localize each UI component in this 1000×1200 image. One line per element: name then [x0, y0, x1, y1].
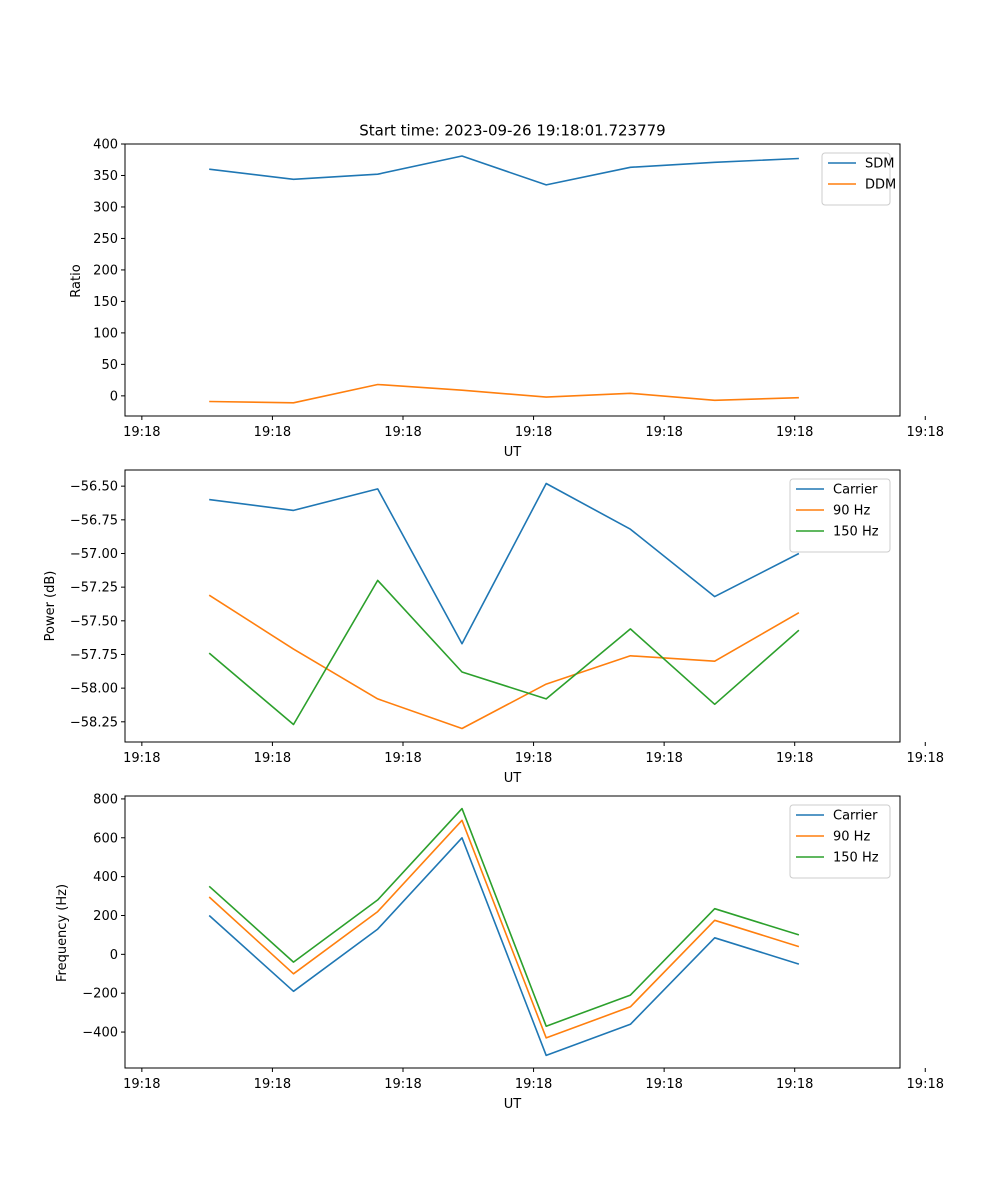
frequency-x-axis-label: UT [504, 1097, 522, 1112]
frequency-y-tick-label: −200 [82, 987, 118, 1002]
ratio-x-tick-label: 19:18 [645, 425, 682, 440]
ratio-axes-frame [124, 143, 901, 417]
power-series-90-hz [208, 594, 800, 730]
ratio-y-tick-label: 200 [93, 263, 118, 278]
power-series-carrier [209, 482, 800, 645]
subplot-power: −58.25 −58.00 −57.75 −57.50 −57.25 −57.00 −56.… [43, 469, 944, 786]
power-x-tick-label: 19:18 [123, 751, 160, 766]
power-x-tick-label: 19:18 [254, 751, 291, 766]
frequency-y-tick-label: 800 [93, 792, 118, 807]
frequency-x-tick-label: 19:18 [123, 1077, 160, 1092]
ratio-x-tick-label: 19:18 [776, 425, 813, 440]
ratio-x-tick-label: 19:18 [515, 425, 552, 440]
subplot-frequency: −400 −200 0 200 400 600 800 19:18 19:18 19:18 19:1… [55, 792, 944, 1112]
frequency-y-tick-label: 400 [93, 870, 118, 885]
ratio-x-tick-label: 19:18 [384, 425, 421, 440]
ratio-y-axis-label: Ratio [69, 264, 84, 297]
frequency-y-tick-label: −400 [82, 1026, 118, 1041]
ratio-y-tick-label: 150 [93, 295, 118, 310]
frequency-series-150-hz [208, 807, 800, 1027]
ratio-legend-label: SDM [865, 157, 894, 172]
power-legend [789, 478, 891, 553]
ratio-legend [821, 152, 891, 206]
frequency-x-tick-label: 19:18 [645, 1077, 682, 1092]
ratio-y-tick-label: 250 [93, 232, 118, 247]
power-x-tick-label: 19:18 [776, 751, 813, 766]
power-x-axis-label: UT [504, 771, 522, 786]
ratio-x-axis-label: UT [504, 445, 522, 460]
ratio-y-tick-label: 400 [93, 138, 118, 153]
frequency-series-carrier [208, 836, 800, 1057]
frequency-legend [789, 804, 891, 879]
power-x-tick-label: 19:18 [384, 751, 421, 766]
ratio-series-ddm [209, 383, 799, 404]
power-legend-label: 150 Hz [833, 525, 879, 540]
power-x-tick-label: 19:18 [515, 751, 552, 766]
ratio-x-tick-label: 19:18 [254, 425, 291, 440]
frequency-y-tick-label: 600 [93, 831, 118, 846]
power-y-tick-label: −58.00 [70, 682, 118, 697]
figure-title: Start time: 2023-09-26 19:18:01.723779 [359, 122, 665, 140]
power-y-axis-label: Power (dB) [43, 571, 58, 642]
power-y-tick-label: −57.25 [70, 581, 118, 596]
frequency-x-tick-label: 19:18 [254, 1077, 291, 1092]
ratio-y-tick-label: 0 [110, 389, 118, 404]
ratio-y-tick-label: 100 [93, 326, 118, 341]
power-series-150-hz [208, 579, 800, 726]
ratio-x-tick-label: 19:18 [123, 425, 160, 440]
frequency-legend-label: Carrier [833, 809, 878, 824]
subplot-ratio: 0 50 100 150 200 250 300 350 400 19:18 19:18 19:18 1… [69, 138, 944, 461]
frequency-legend-label: 150 Hz [833, 851, 879, 866]
power-y-tick-label: −57.50 [70, 614, 118, 629]
frequency-x-tick-label: 19:18 [907, 1077, 944, 1092]
frequency-x-tick-label: 19:18 [515, 1077, 552, 1092]
power-legend-label: Carrier [833, 483, 878, 498]
power-x-tick-label: 19:18 [645, 751, 682, 766]
frequency-x-tick-label: 19:18 [776, 1077, 813, 1092]
ratio-y-tick-label: 350 [93, 169, 118, 184]
ratio-y-tick-label: 50 [101, 358, 118, 373]
ratio-legend-label: DDM [865, 178, 896, 193]
frequency-y-tick-label: 0 [110, 948, 118, 963]
power-y-tick-label: −58.25 [70, 715, 118, 730]
power-y-tick-label: −56.75 [70, 513, 118, 528]
frequency-y-tick-label: 200 [93, 909, 118, 924]
ratio-x-tick-label: 19:18 [907, 425, 944, 440]
power-y-tick-label: −57.75 [70, 648, 118, 663]
frequency-legend-label: 90 Hz [833, 830, 870, 845]
power-axes-frame [124, 469, 901, 743]
ratio-series-sdm [209, 155, 799, 186]
power-x-tick-label: 19:18 [907, 751, 944, 766]
frequency-axes-frame [124, 795, 901, 1069]
frequency-series-90-hz [208, 819, 800, 1039]
power-legend-label: 90 Hz [833, 504, 870, 519]
power-y-tick-label: −57.00 [70, 547, 118, 562]
frequency-y-axis-label: Frequency (Hz) [55, 884, 70, 982]
frequency-x-tick-label: 19:18 [384, 1077, 421, 1092]
ratio-y-tick-label: 300 [93, 200, 118, 215]
power-y-tick-label: −56.50 [70, 480, 118, 495]
